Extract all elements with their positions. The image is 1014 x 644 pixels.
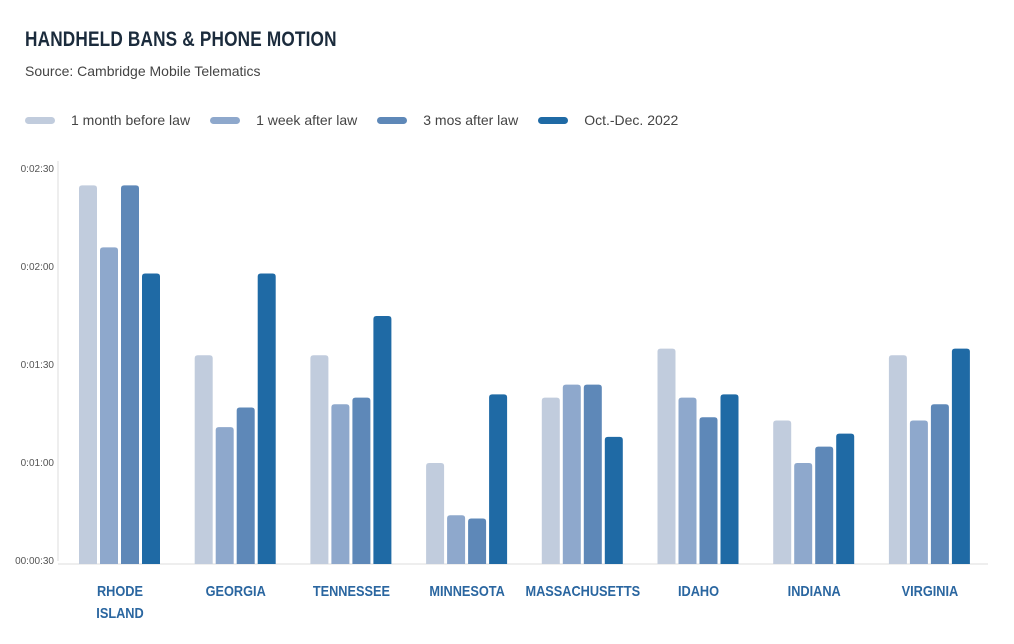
bar: [909, 420, 928, 564]
y-tick-label: 0:02:30: [21, 164, 55, 175]
x-category-label: MASSACHUSETTS: [525, 582, 640, 599]
bar: [121, 185, 139, 565]
bar: [888, 355, 907, 564]
bar: [257, 273, 276, 564]
bar: [678, 397, 697, 564]
bar: [489, 394, 508, 564]
bar: [794, 463, 813, 564]
legend-item: Oct.-Dec. 2022: [538, 112, 678, 128]
y-tick-label: 00:00:30: [15, 556, 54, 567]
legend-label: 1 week after law: [256, 112, 358, 128]
legend-item: 3 mos after law: [377, 112, 518, 128]
y-tick-label: 0:01:00: [21, 458, 55, 469]
bar: [142, 273, 160, 564]
legend-swatch: [210, 116, 241, 124]
bar: [951, 348, 970, 564]
legend-swatch: [25, 116, 55, 124]
bar: [79, 185, 97, 565]
bar: [447, 515, 466, 564]
x-category-label: MINNESOTA: [429, 582, 504, 599]
y-tick-label: 0:02:00: [21, 262, 55, 273]
bar: [468, 518, 487, 564]
legend-swatch: [538, 116, 569, 124]
legend-label: 1 month before law: [71, 112, 191, 128]
x-category-label: RHODE ISLAND: [96, 582, 143, 621]
bar: [331, 404, 350, 564]
bar: [310, 355, 329, 564]
legend-label: 3 mos after law: [423, 112, 519, 128]
bar: [657, 348, 676, 564]
bar: [720, 394, 739, 564]
chart-subtitle: Source: Cambridge Mobile Telematics: [25, 63, 261, 79]
bar: [194, 355, 213, 564]
bar: [604, 436, 623, 564]
y-tick-label: 0:01:30: [21, 360, 55, 371]
x-category-label: IDAHO: [678, 582, 719, 599]
legend-swatch: [377, 116, 408, 124]
x-category-label: GEORGIA: [206, 582, 266, 599]
bar: [352, 397, 371, 564]
bar: [215, 427, 234, 564]
bar: [373, 316, 392, 564]
bar: [236, 407, 255, 564]
bar: [815, 446, 834, 564]
chart-title: HANDHELD BANS & PHONE MOTION: [25, 28, 337, 51]
bar: [930, 404, 949, 564]
bar: [562, 384, 581, 564]
bar: [541, 397, 560, 564]
bar: [836, 433, 855, 564]
bar: [773, 420, 792, 564]
bar: [583, 384, 602, 564]
legend-item: 1 week after law: [210, 112, 357, 128]
x-category-label: VIRGINIA: [902, 582, 959, 599]
legend: 1 month before law 1 week after law 3 mos …: [25, 112, 698, 128]
legend-label: Oct.-Dec. 2022: [584, 112, 679, 128]
legend-item: 1 month before law: [25, 112, 190, 128]
x-category-label: TENNESSEE: [313, 582, 390, 599]
bar: [426, 463, 445, 564]
bar: [699, 417, 718, 564]
x-category-label: INDIANA: [788, 582, 841, 599]
bar: [100, 247, 118, 564]
